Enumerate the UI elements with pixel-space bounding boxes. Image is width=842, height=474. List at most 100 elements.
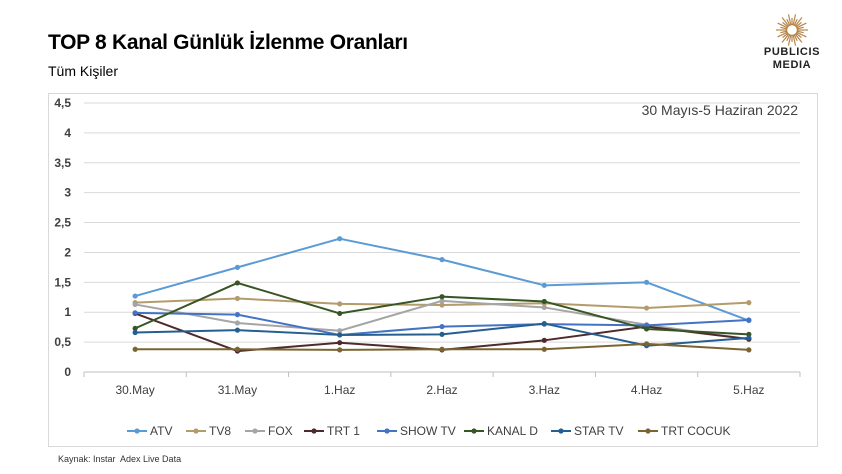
y-tick-label: 3,5 xyxy=(54,156,71,170)
legend-label: KANAL D xyxy=(487,424,538,438)
legend-label: TRT 1 xyxy=(327,424,360,438)
data-point-tv8 xyxy=(234,295,241,302)
x-tick-label: 30.May xyxy=(115,383,154,397)
legend-label: FOX xyxy=(268,424,293,438)
data-point-fox xyxy=(132,301,138,308)
legend-label: SHOW TV xyxy=(400,424,456,438)
date-range-annotation: 30 Mayıs-5 Haziran 2022 xyxy=(642,102,799,118)
publicis-media-logo: PUBLICIS MEDIA xyxy=(752,12,832,72)
data-point-show-tv xyxy=(746,317,752,323)
data-point-tv8 xyxy=(439,302,445,308)
starburst-ray xyxy=(781,17,790,27)
legend-label: ATV xyxy=(150,424,172,438)
data-point-atv xyxy=(643,279,650,285)
legend-swatch-marker xyxy=(252,428,258,434)
data-point-trt-cocuk xyxy=(337,347,343,353)
legend-swatch-marker xyxy=(384,428,390,434)
legend-label: STAR TV xyxy=(574,424,624,438)
legend-label: TRT COCUK xyxy=(661,424,731,438)
legend-swatch-marker xyxy=(311,428,317,434)
data-point-star-tv xyxy=(439,331,445,337)
data-point-atv xyxy=(337,236,343,242)
legend-swatch-marker xyxy=(134,428,140,434)
data-point-trt-1 xyxy=(541,337,547,343)
starburst-center xyxy=(785,23,799,37)
logo-line-1: PUBLICIS xyxy=(763,46,821,58)
x-tick-label: 31.May xyxy=(218,383,257,397)
series-kanal-d xyxy=(132,280,752,337)
data-point-star-tv xyxy=(337,332,343,338)
legend-item-star-tv: STAR TV xyxy=(551,424,624,438)
y-tick-label: 4,5 xyxy=(54,96,71,110)
data-point-kanal-d xyxy=(541,298,547,305)
y-tick-label: 3 xyxy=(64,186,71,200)
legend-swatch-marker xyxy=(193,428,199,434)
starburst-ray xyxy=(781,33,790,43)
data-point-fox xyxy=(234,320,241,326)
y-tick-label: 1,5 xyxy=(54,275,71,289)
data-point-atv xyxy=(132,293,138,299)
x-tick-label: 3.Haz xyxy=(529,383,560,397)
legend-item-trt-1: TRT 1 xyxy=(304,424,360,438)
starburst-ray xyxy=(792,14,797,26)
data-point-show-tv xyxy=(132,310,138,316)
data-point-trt-cocuk xyxy=(643,341,650,347)
y-tick-label: 4 xyxy=(64,126,71,140)
source-footnote: Kaynak: Instar Adex Live Data xyxy=(58,454,182,464)
y-tick-label: 0 xyxy=(64,365,71,379)
data-point-fox xyxy=(541,304,547,311)
chart-title: TOP 8 Kanal Günlük İzlenme Oranları xyxy=(48,31,408,54)
data-point-atv xyxy=(439,257,445,263)
data-point-star-tv xyxy=(234,327,241,333)
starburst-ray xyxy=(777,22,788,29)
data-point-atv xyxy=(541,282,547,288)
legend-item-trt-cocuk: TRT COCUK xyxy=(638,424,731,438)
data-point-show-tv xyxy=(643,322,650,328)
starburst-icon xyxy=(776,14,808,46)
data-point-trt-cocuk xyxy=(541,346,547,352)
data-point-show-tv xyxy=(439,323,445,330)
starburst-ray xyxy=(787,14,792,26)
data-point-fox xyxy=(439,298,445,304)
data-point-trt-cocuk xyxy=(234,346,241,352)
legend-item-fox: FOX xyxy=(245,424,293,438)
legend-swatch-marker xyxy=(645,428,651,434)
data-point-kanal-d xyxy=(132,325,138,331)
y-tick-label: 2 xyxy=(64,245,71,259)
data-point-trt-cocuk xyxy=(746,347,752,353)
starburst-ray xyxy=(796,22,807,29)
series-atv xyxy=(132,236,752,324)
legend-item-atv: ATV xyxy=(127,424,172,438)
starburst-ray xyxy=(787,34,792,46)
logo-line-2: MEDIA xyxy=(772,59,812,71)
data-point-star-tv xyxy=(132,329,138,336)
data-point-atv xyxy=(234,264,241,270)
x-tick-label: 5.Haz xyxy=(733,383,764,397)
starburst-ray xyxy=(792,34,797,46)
starburst-ray xyxy=(794,33,803,43)
data-point-show-tv xyxy=(234,312,241,318)
y-tick-label: 1 xyxy=(64,305,71,319)
x-tick-label: 2.Haz xyxy=(426,383,457,397)
x-tick-label: 4.Haz xyxy=(631,383,662,397)
series-trt-cocuk xyxy=(132,341,752,353)
data-point-kanal-d xyxy=(234,280,241,286)
legend-swatch-marker xyxy=(471,428,477,434)
data-point-kanal-d xyxy=(643,326,650,332)
data-point-kanal-d xyxy=(746,331,752,337)
data-point-star-tv xyxy=(541,320,547,327)
chart-subtitle: Tüm Kişiler xyxy=(48,63,119,79)
data-point-trt-cocuk xyxy=(132,346,138,352)
starburst-ray xyxy=(777,31,788,38)
chart-frame xyxy=(48,93,818,447)
y-tick-label: 2,5 xyxy=(54,216,71,230)
data-point-tv8 xyxy=(337,301,343,307)
starburst-ray xyxy=(794,17,803,27)
data-point-tv8 xyxy=(643,305,650,311)
data-point-trt-1 xyxy=(337,340,343,346)
data-point-kanal-d xyxy=(337,310,343,317)
starburst-ray xyxy=(796,31,807,38)
legend-swatch-marker xyxy=(558,428,564,434)
series-line-show-tv xyxy=(135,311,749,336)
